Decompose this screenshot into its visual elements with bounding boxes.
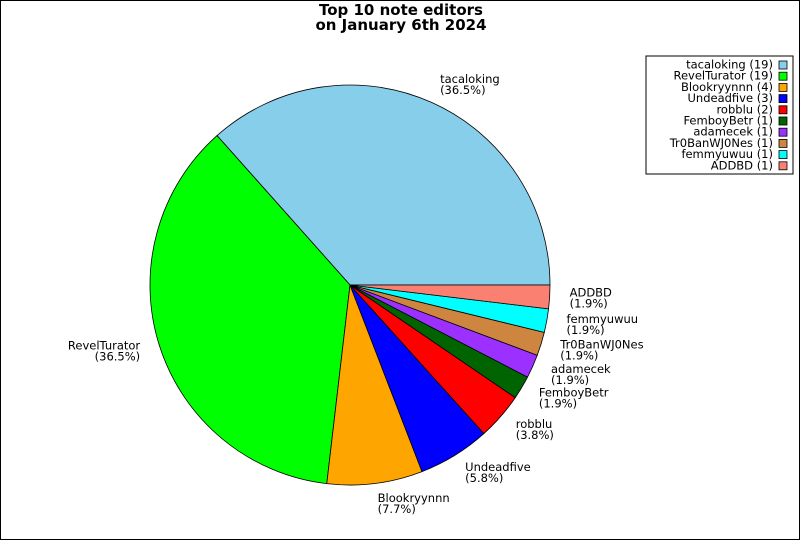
legend-swatch [778, 161, 788, 171]
slice-label: FemboyBetr [539, 385, 609, 399]
slice-label: femmyuwuu [566, 312, 638, 326]
legend-label: RevelTurator (19) [673, 69, 773, 83]
legend-swatch [778, 71, 788, 81]
slice-value-label: (7.7%) [378, 502, 416, 516]
slice-label: tacaloking [440, 72, 500, 86]
pie-slice [149, 135, 351, 485]
legend-swatch [778, 150, 788, 160]
pie-slice [216, 84, 551, 286]
legend-swatch [778, 138, 788, 148]
legend-swatch [778, 94, 788, 103]
legend-label: femmyuwuu (1) [681, 147, 773, 161]
legend-label: Tr0BanWJ0Nes (1) [669, 136, 773, 150]
legend-swatch [778, 116, 788, 126]
legend-label: FemboyBetr (1) [683, 114, 773, 128]
slice-label: Undeadfive [465, 460, 531, 474]
legend-label: Undeadfive (3) [688, 91, 774, 105]
pie-slice [349, 284, 551, 310]
slice-label: Blookryynnn [378, 491, 450, 505]
legend-label: ADDBD (1) [711, 158, 773, 172]
legend-label: tacaloking (19) [686, 58, 773, 72]
chart-title: Top 10 note editors on January 6th 2024 [315, 1, 487, 34]
slice-value-label: (1.9%) [566, 323, 604, 337]
legend-label: robblu (2) [716, 102, 773, 116]
slice-label: RevelTurator [68, 339, 141, 353]
pie-slice [326, 284, 423, 486]
slice-value-label: (1.9%) [570, 297, 608, 311]
legend-swatch [778, 60, 788, 70]
legend-swatch [778, 127, 788, 137]
slice-value-label: (1.9%) [539, 396, 577, 410]
slice-label: Tr0BanWJ0Nes [559, 337, 643, 351]
slice-value-label: (36.5%) [440, 83, 486, 97]
slice-label: adamecek [551, 362, 611, 376]
slice-value-label: (1.9%) [551, 373, 589, 387]
legend-label: Blookryynnn (4) [681, 80, 773, 94]
slice-value-label: (3.8%) [516, 428, 554, 442]
slice-label: ADDBD [570, 286, 612, 300]
legend-box [645, 55, 794, 175]
slice-value-label: (5.8%) [465, 471, 503, 485]
slice-label: robblu [516, 417, 553, 431]
legend-label: adamecek (1) [693, 125, 773, 139]
slice-value-label: (1.9%) [560, 348, 598, 362]
legend-swatch [778, 83, 788, 92]
legend-swatch [778, 105, 788, 115]
slice-value-label: (36.5%) [95, 350, 141, 364]
